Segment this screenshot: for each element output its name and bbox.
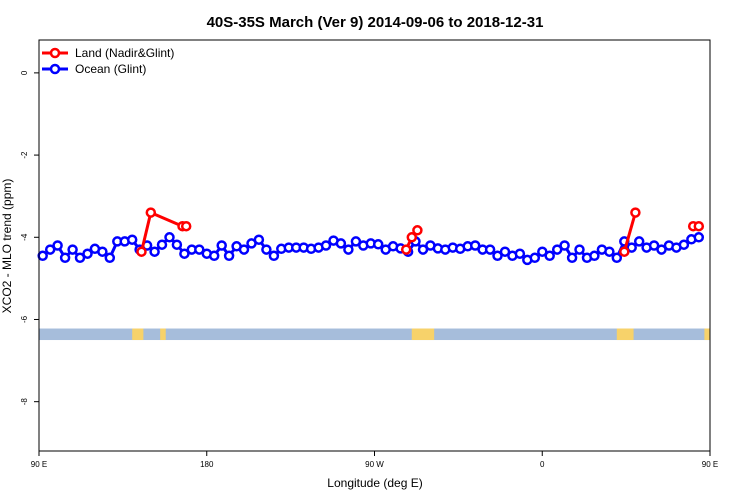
data-point-ocean bbox=[469, 240, 481, 251]
x-tick-label: 0 bbox=[540, 460, 545, 469]
data-point-ocean bbox=[164, 232, 175, 243]
data-point-ocean bbox=[208, 250, 220, 262]
land-patch bbox=[160, 328, 166, 341]
x-axis-ticks: 90 E 180 90 W 0 90 E bbox=[31, 451, 718, 469]
data-point-ocean bbox=[216, 240, 227, 251]
data-point-ocean bbox=[320, 240, 332, 251]
data-point-ocean bbox=[149, 246, 160, 257]
data-point-ocean bbox=[74, 252, 86, 264]
legend-marker-land bbox=[49, 47, 61, 59]
land-ocean-band bbox=[39, 328, 710, 341]
data-point-ocean bbox=[499, 246, 511, 257]
chart-title: 40S-35S March (Ver 9) 2014-09-06 to 2018… bbox=[207, 14, 544, 31]
data-point-ocean bbox=[559, 240, 570, 251]
y-tick-label: -4 bbox=[20, 233, 29, 241]
y-axis-label: XCO2 - MLO trend (ppm) bbox=[0, 179, 14, 314]
x-tick-label: 90 W bbox=[365, 460, 384, 469]
land-patch bbox=[704, 328, 710, 341]
series-land bbox=[136, 207, 705, 257]
y-tick-label: -6 bbox=[20, 315, 29, 323]
legend: Land (Nadir&Glint) Ocean (Glint) bbox=[42, 46, 174, 76]
data-point-ocean bbox=[656, 244, 667, 255]
data-point-ocean bbox=[417, 244, 429, 255]
data-point-ocean bbox=[343, 244, 354, 255]
land-patch bbox=[411, 328, 435, 341]
data-point-ocean bbox=[268, 250, 280, 262]
data-point-ocean bbox=[611, 252, 623, 264]
data-point-ocean bbox=[566, 252, 578, 264]
data-point-ocean bbox=[678, 239, 690, 250]
land-patch bbox=[132, 328, 144, 341]
data-point-ocean bbox=[194, 244, 205, 255]
data-point-ocean bbox=[52, 240, 63, 251]
data-point-land bbox=[406, 232, 418, 243]
data-point-land bbox=[619, 246, 630, 257]
y-tick-label: 0 bbox=[20, 70, 29, 75]
legend-entry-land: Land (Nadir&Glint) bbox=[42, 46, 174, 60]
legend-entry-ocean: Ocean (Glint) bbox=[42, 62, 146, 76]
data-point-ocean bbox=[484, 244, 496, 255]
data-point-ocean bbox=[693, 232, 705, 243]
legend-marker-ocean bbox=[49, 63, 61, 75]
data-point-ocean bbox=[104, 252, 116, 264]
legend-label-ocean: Ocean (Glint) bbox=[75, 62, 146, 76]
data-point-ocean bbox=[589, 250, 600, 262]
data-point-ocean bbox=[126, 234, 138, 245]
data-point-ocean bbox=[574, 244, 585, 255]
data-point-land bbox=[180, 220, 192, 232]
data-point-ocean bbox=[223, 250, 235, 262]
x-tick-label: 90 E bbox=[31, 460, 47, 469]
data-point-ocean bbox=[238, 244, 250, 255]
data-point-ocean bbox=[261, 244, 272, 255]
series-line-land bbox=[622, 212, 637, 253]
x-tick-label: 180 bbox=[200, 460, 214, 469]
y-tick-label: -2 bbox=[20, 151, 29, 159]
series-layer bbox=[37, 207, 705, 266]
data-point-land bbox=[630, 207, 641, 218]
data-point-ocean bbox=[350, 236, 362, 247]
data-point-ocean bbox=[626, 242, 637, 253]
x-axis-label: Longitude (deg E) bbox=[327, 476, 422, 490]
y-tick-label: -8 bbox=[20, 398, 29, 406]
data-point-ocean bbox=[648, 240, 660, 251]
data-point-land bbox=[136, 246, 147, 257]
data-point-ocean bbox=[551, 244, 563, 255]
data-point-land bbox=[693, 220, 705, 232]
data-point-ocean bbox=[529, 252, 541, 264]
data-point-ocean bbox=[633, 236, 645, 247]
data-point-ocean bbox=[37, 250, 48, 262]
data-point-ocean bbox=[604, 246, 615, 257]
data-point-ocean bbox=[171, 239, 183, 250]
data-point-ocean bbox=[67, 244, 78, 255]
data-point-ocean bbox=[372, 239, 384, 250]
data-point-land bbox=[145, 207, 157, 218]
legend-label-land: Land (Nadir&Glint) bbox=[75, 46, 174, 60]
data-point-ocean bbox=[44, 244, 56, 255]
land-patch bbox=[616, 328, 634, 341]
data-point-ocean bbox=[544, 250, 555, 262]
data-point-ocean bbox=[253, 234, 265, 245]
data-point-land bbox=[412, 225, 423, 236]
data-point-ocean bbox=[156, 239, 168, 250]
data-point-ocean bbox=[82, 248, 93, 259]
x-tick-label: 90 E bbox=[702, 460, 718, 469]
ocean-band bbox=[39, 328, 710, 341]
data-point-ocean bbox=[97, 246, 108, 257]
data-point-ocean bbox=[514, 248, 526, 259]
data-point-ocean bbox=[59, 252, 71, 264]
data-point-ocean bbox=[537, 246, 548, 257]
data-point-land bbox=[400, 244, 412, 255]
data-point-ocean bbox=[179, 248, 190, 259]
data-point-ocean bbox=[335, 238, 347, 249]
data-point-ocean bbox=[492, 250, 503, 262]
y-axis-ticks: 0 -2 -4 -6 -8 bbox=[20, 70, 39, 405]
